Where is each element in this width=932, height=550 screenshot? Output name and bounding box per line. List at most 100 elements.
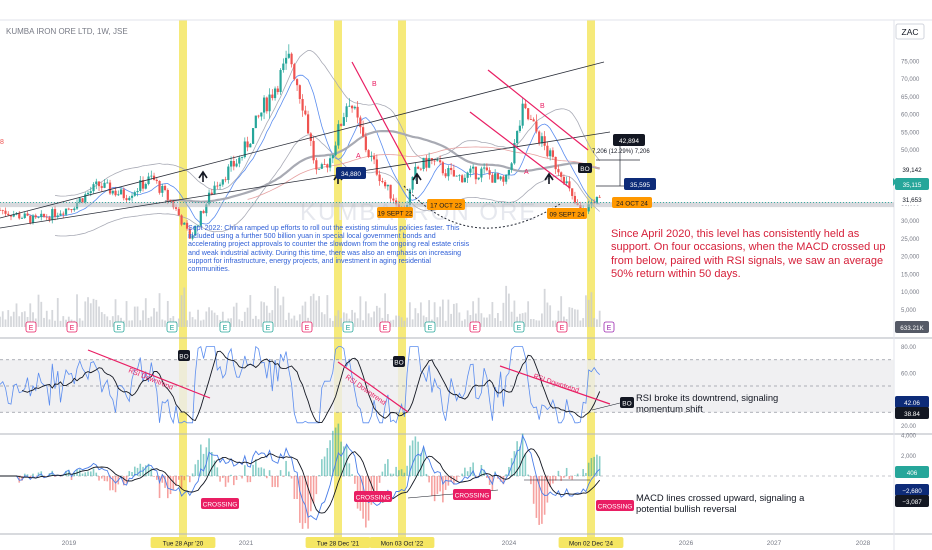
macd-histogram-bar	[235, 476, 238, 480]
svg-text:CROSSING: CROSSING	[598, 503, 633, 510]
svg-text:E: E	[473, 325, 478, 332]
svg-text:E: E	[266, 325, 271, 332]
macd-histogram-bar	[574, 475, 576, 476]
macd-histogram-bar	[464, 467, 466, 476]
candle-body	[298, 85, 301, 99]
volume-bar	[378, 307, 381, 327]
candle-body	[458, 175, 461, 177]
svg-text:633.21K: 633.21K	[900, 325, 924, 332]
volume-bar	[54, 320, 56, 327]
macd-histogram-bar	[285, 460, 287, 476]
volume-bar	[320, 312, 323, 327]
volume-bar	[232, 306, 235, 327]
volume-bar	[10, 316, 12, 327]
candle-body	[521, 103, 524, 126]
volume-bar	[546, 302, 549, 327]
volume-bar	[469, 315, 472, 327]
macd-histogram-bar	[26, 474, 29, 476]
downtrend-line	[469, 111, 571, 189]
currency-selector[interactable]: ZAC	[895, 23, 925, 40]
macd-histogram-bar	[122, 476, 125, 486]
macd-histogram-bar	[406, 465, 408, 476]
candle-body	[546, 145, 549, 157]
bollinger-upper	[54, 49, 601, 197]
ascending-channel-lower	[0, 131, 611, 229]
macd-histogram-bar	[133, 466, 136, 476]
candle-body	[31, 215, 35, 223]
candle-body	[455, 175, 458, 177]
volume-bar	[455, 303, 458, 327]
candle-body	[466, 172, 469, 178]
candle-body	[122, 189, 125, 199]
svg-text:E: E	[607, 325, 612, 332]
macd-histogram-bar	[125, 476, 128, 484]
macd-histogram-bar	[73, 472, 76, 476]
candle-body	[441, 162, 444, 174]
macd-histogram-bar	[249, 476, 252, 483]
macd-histogram-bar	[304, 476, 307, 524]
volume-bar	[186, 320, 188, 327]
candle-body	[169, 199, 172, 202]
macd-histogram-bar	[593, 456, 595, 476]
price-tick: 20,000	[901, 255, 920, 261]
volume-bar	[406, 317, 409, 327]
macd-histogram-bar	[89, 471, 92, 476]
volume-bar	[461, 320, 464, 327]
volume-bar	[532, 319, 535, 327]
volume-bar	[32, 312, 34, 327]
volume-bar	[238, 319, 241, 327]
volume-bar	[373, 311, 376, 327]
candle-body	[48, 217, 51, 221]
downtrend-line	[487, 69, 589, 151]
volume-bar	[552, 320, 554, 327]
volume-bar	[125, 301, 128, 327]
rsi-downtrend-line	[87, 349, 211, 399]
volume-bar	[87, 297, 89, 327]
candle-body	[565, 181, 568, 184]
svg-text:Mon 02 Dec '24: Mon 02 Dec '24	[569, 540, 613, 547]
candle-body	[422, 157, 425, 170]
candle-body	[452, 170, 455, 177]
candle-body	[284, 57, 288, 64]
highlight-date-badge: Mon 02 Dec '24	[558, 537, 624, 548]
candle-body	[337, 124, 340, 146]
candle-body	[20, 217, 24, 219]
candle-body	[1, 210, 4, 211]
svg-text:31,653: 31,653	[902, 197, 922, 204]
candle-body	[392, 198, 395, 201]
macd-histogram-bar	[554, 476, 557, 481]
macd-histogram-bar	[131, 472, 133, 476]
macd-signal-badge: −3,087	[895, 495, 929, 507]
candle-body	[315, 160, 318, 170]
candle-body	[23, 213, 26, 218]
macd-histogram-bar	[384, 463, 386, 476]
macd-histogram-bar	[348, 463, 351, 476]
label-b: B	[540, 103, 545, 110]
macd-histogram-bar	[568, 476, 571, 480]
candle-body	[483, 167, 486, 169]
volume-bar	[65, 319, 67, 327]
volume-bar	[483, 317, 486, 327]
candle-body	[78, 198, 81, 203]
macd-histogram-bar	[109, 476, 111, 491]
price-tick: 50,000	[901, 148, 920, 154]
volume-bar	[370, 317, 373, 327]
candle-body	[133, 192, 136, 196]
volume-bar	[359, 296, 362, 327]
candle-body	[384, 182, 387, 187]
candle-body	[207, 192, 211, 205]
candle-body	[158, 181, 161, 193]
candle-body	[51, 209, 54, 221]
macd-histogram-bar	[246, 476, 249, 483]
volume-bar	[400, 317, 403, 327]
volume-bar	[205, 311, 208, 327]
svg-text:E: E	[428, 325, 433, 332]
candle-body	[40, 213, 43, 218]
volume-bar	[496, 313, 499, 327]
volume-bar	[441, 299, 444, 327]
macd-histogram-bar	[590, 458, 593, 476]
macd-histogram-bar	[263, 468, 265, 476]
candle-body	[243, 141, 246, 158]
macd-histogram-bar	[563, 476, 565, 478]
